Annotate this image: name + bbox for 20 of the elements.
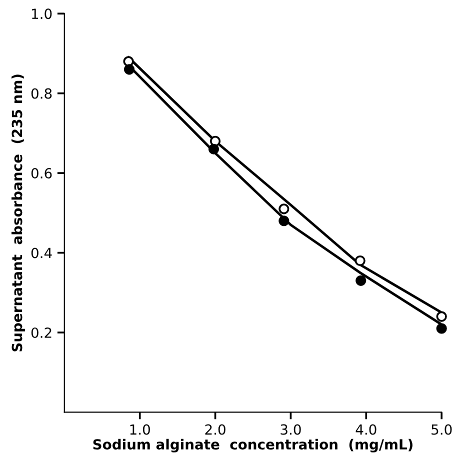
point: [354, 255, 366, 266]
point: [356, 275, 366, 286]
x-tick-label: 4.0: [356, 424, 376, 435]
x-tick-label: 3.0: [280, 424, 301, 435]
point: [278, 216, 290, 226]
x-axis-title: Sodium alginate concentration (mg/mL): [93, 438, 412, 452]
x-tick-label: 5.0: [432, 424, 452, 435]
point: [436, 311, 447, 322]
y-tick-label: 0.2: [31, 327, 52, 338]
y-tick-label: 1.0: [32, 8, 52, 20]
point: [278, 204, 290, 214]
point: [124, 64, 135, 75]
y-tick-label: 0.8: [31, 88, 52, 99]
point: [436, 323, 447, 334]
y-tick-label: 0.6: [31, 168, 52, 179]
x-tick-label: 1.0: [130, 424, 150, 435]
point: [208, 144, 220, 154]
y-tick-label: 0.4: [31, 248, 52, 258]
y-axis-title: Supernatant absorbance (235 nm): [12, 74, 25, 352]
x-tick-label: 2.0: [205, 424, 226, 435]
